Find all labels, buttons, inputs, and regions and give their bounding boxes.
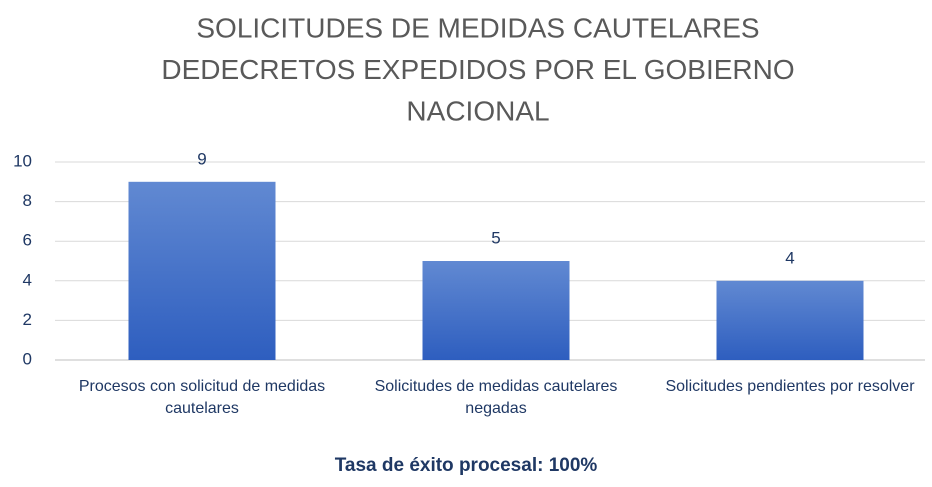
x-tick-label: Solicitudes de medidas cautelares negada… [374, 378, 618, 417]
y-tick-label: 8 [23, 191, 32, 210]
y-tick-label: 10 [13, 151, 32, 170]
x-tick-label: Solicitudes pendientes por resolver [665, 378, 915, 395]
data-label: 9 [197, 149, 206, 168]
annotation: Tasa de éxito procesal: 100% [334, 455, 598, 476]
data-label: 4 [785, 248, 794, 267]
y-tick-label: 4 [23, 270, 32, 289]
y-tick-label: 0 [23, 349, 32, 368]
x-tick-label: Procesos con solicitud de medidas cautel… [78, 378, 326, 417]
chart-title: DEDECRETOS EXPEDIDOS POR EL GOBIERNO [161, 54, 794, 85]
data-label: 5 [491, 228, 500, 247]
bar [716, 280, 864, 360]
chart-title: SOLICITUDES DE MEDIDAS CAUTELARES [196, 12, 759, 43]
bar [128, 181, 276, 360]
bar [422, 261, 570, 360]
y-tick-label: 6 [23, 231, 32, 250]
chart-title: NACIONAL [406, 95, 549, 126]
y-tick-label: 2 [23, 310, 32, 329]
